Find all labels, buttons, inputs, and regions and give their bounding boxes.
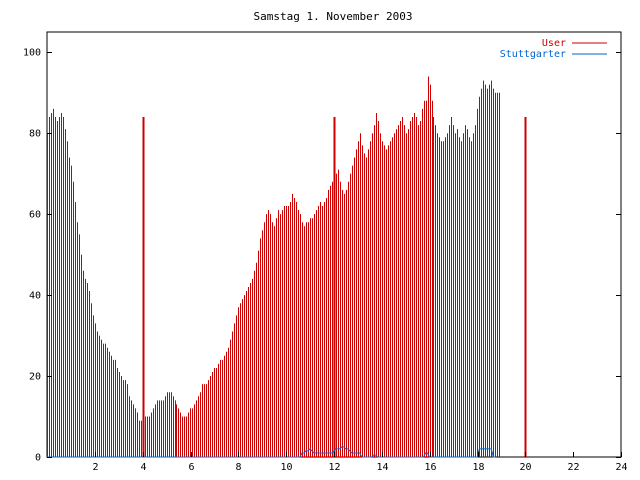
y-axis: 0 20 40 60 80 100 xyxy=(23,48,621,464)
y-tick-label: 60 xyxy=(29,210,41,221)
y-tick-label: 40 xyxy=(29,291,41,302)
x-tick-label: 16 xyxy=(424,462,436,473)
y-tick-label: 20 xyxy=(29,372,41,383)
x-tick-label: 18 xyxy=(472,462,484,473)
x-tick-label: 2 xyxy=(92,462,98,473)
x-tick-label: 8 xyxy=(235,462,241,473)
legend: User Stuttgarter xyxy=(500,38,607,60)
x-tick-label: 6 xyxy=(188,462,194,473)
x-tick-label: 14 xyxy=(376,462,388,473)
legend-label-stuttgarter: Stuttgarter xyxy=(500,49,566,60)
x-tick-label: 22 xyxy=(567,462,579,473)
y-tick-label: 80 xyxy=(29,129,41,140)
x-axis: 2 4 6 8 10 12 14 16 18 20 22 24 xyxy=(92,452,628,473)
x-tick-label: 20 xyxy=(519,462,531,473)
plot-area xyxy=(46,31,622,458)
chart-title: Samstag 1. November 2003 xyxy=(254,10,413,23)
y-tick-label: 100 xyxy=(23,48,41,59)
legend-label-user: User xyxy=(542,38,566,49)
x-tick-label: 12 xyxy=(328,462,340,473)
x-tick-label: 4 xyxy=(140,462,146,473)
x-tick-label: 10 xyxy=(280,462,292,473)
x-tick-label: 24 xyxy=(615,462,627,473)
y-tick-label: 0 xyxy=(35,453,41,464)
series-line-stuttgarter xyxy=(47,446,496,458)
